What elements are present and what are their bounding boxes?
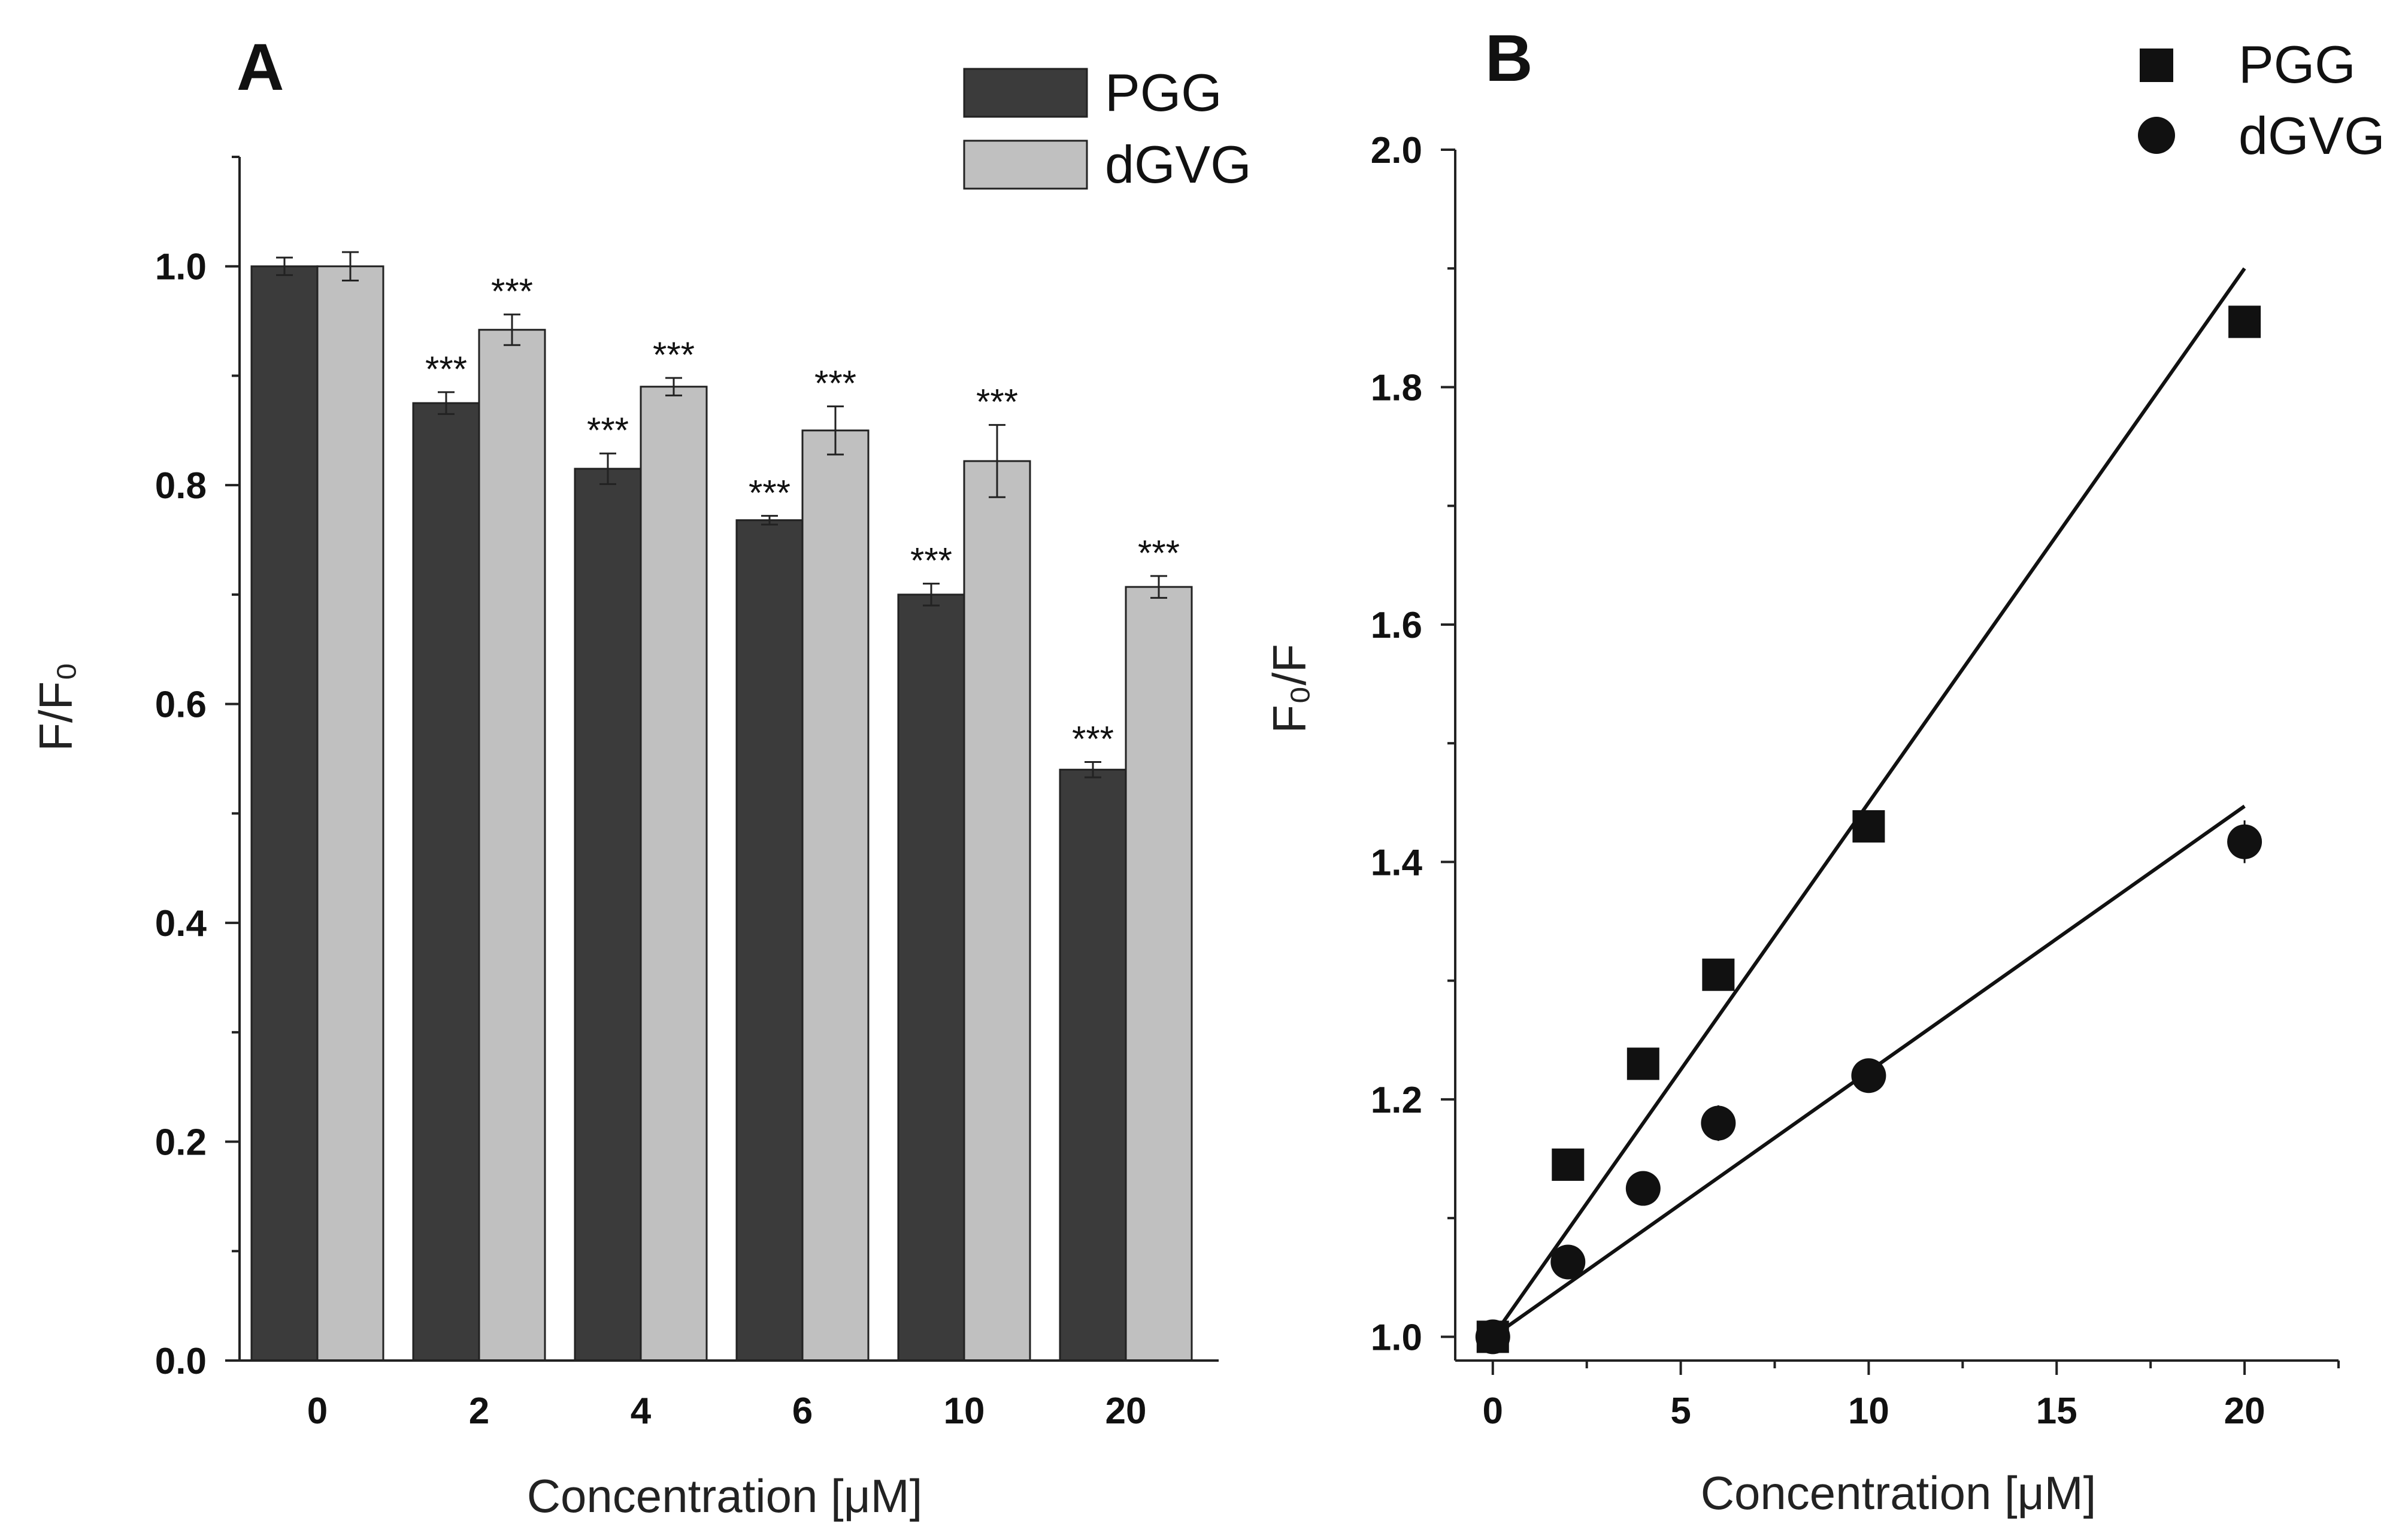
panel-a-x-tick-label: 20 (1105, 1390, 1147, 1432)
bar-dgvg-20 (1125, 586, 1193, 1362)
point-dgvg (1625, 1171, 1661, 1206)
legend-label-pgg: PGG (1105, 63, 1222, 122)
panel-b-x-axis-label: Concentration [μM] (1701, 1467, 2097, 1519)
panel-a-y-tick-label: 0.4 (155, 903, 207, 944)
panel-b-y-tick-label: 1.0 (1371, 1317, 1422, 1358)
panel-a-bars: *** *** *** *** *** *** *** *** *** *** (250, 251, 1193, 1362)
panel-a-x-tick-label: 6 (792, 1390, 813, 1432)
bar-pgg-10 (897, 593, 965, 1362)
bar-pgg-2 (412, 402, 480, 1362)
point-dgvg (1550, 1244, 1586, 1280)
panel-a-y-tick-label: 0.2 (155, 1122, 207, 1164)
legend-label-dgvg: dGVG (1105, 135, 1252, 194)
significance-label: *** (425, 349, 467, 389)
bar-dgvg-4 (640, 386, 708, 1362)
bar-dgvg-0 (316, 265, 384, 1362)
bar-pgg-20 (1059, 768, 1127, 1362)
panel-a-x-tick-label: 4 (631, 1390, 652, 1432)
panel-b: B 1.0 1.2 1.4 1.6 1.8 2.0 0 5 10 15 20 Concentrati… (1263, 22, 2385, 1519)
panel-a-x-tick-label: 2 (469, 1390, 489, 1432)
significance-label: *** (814, 363, 856, 404)
legend-marker-pgg-square (2140, 49, 2173, 82)
point-dgvg (2227, 824, 2262, 859)
panel-a-legend: PGG dGVG (963, 63, 1252, 194)
panel-b-y-tick-label: 1.6 (1371, 605, 1422, 646)
point-pgg (1702, 958, 1735, 991)
panel-a-axes: 0.0 0.2 0.4 0.6 0.8 1.0 0 2 4 6 10 20 (155, 156, 1219, 1432)
panel-a-x-tick-label: 0 (307, 1390, 328, 1432)
panel-b-x-tick-label: 5 (1670, 1390, 1691, 1432)
significance-label: *** (1138, 533, 1180, 573)
bar-dgvg-6 (801, 429, 870, 1362)
bar-dgvg-10 (963, 460, 1031, 1362)
bar-pgg-4 (574, 468, 642, 1362)
point-pgg (1552, 1148, 1585, 1181)
panel-a: A ****************************** 0.00.20… (29, 31, 1252, 1522)
panel-b-x-tick-label: 15 (2036, 1390, 2077, 1432)
panel-b-y-tick-label: 1.8 (1371, 367, 1422, 408)
bar-pgg-0 (250, 265, 319, 1362)
panel-b-y-tick-label: 1.4 (1371, 842, 1423, 883)
panel-b-label: B (1485, 22, 1532, 95)
bar-dgvg-2 (478, 329, 546, 1362)
significance-label: *** (491, 271, 533, 311)
panel-a-x-tick-label: 10 (944, 1390, 985, 1432)
panel-b-x-tick-label: 10 (1848, 1390, 1889, 1432)
significance-label: *** (976, 382, 1018, 422)
bar-pgg-6 (735, 519, 804, 1362)
panel-b-axes: 1.0 1.2 1.4 1.6 1.8 2.0 0 5 10 15 20 (1371, 130, 2340, 1432)
significance-label: *** (653, 335, 695, 375)
significance-label: *** (749, 472, 790, 513)
point-pgg (2228, 305, 2261, 338)
panel-b-plot (1475, 267, 2262, 1355)
significance-label: *** (910, 541, 952, 581)
point-dgvg (1851, 1058, 1886, 1093)
panel-b-x-tick-label: 20 (2224, 1390, 2265, 1432)
point-pgg (1852, 810, 1885, 843)
legend-swatch-pgg (963, 68, 1088, 118)
panel-b-y-tick-label: 1.2 (1371, 1080, 1422, 1121)
legend-swatch-dgvg (963, 140, 1088, 190)
significance-label: *** (1072, 719, 1114, 759)
panel-b-y-tick-label: 2.0 (1371, 130, 1422, 171)
panel-a-x-axis-label: Concentration [μM] (527, 1470, 923, 1522)
panel-a-y-tick-label: 1.0 (155, 247, 207, 288)
point-pgg (1626, 1047, 1659, 1080)
panel-b-x-tick-label: 0 (1483, 1390, 1503, 1432)
legend-label-dgvg-b: dGVG (2239, 106, 2385, 165)
panel-a-label: A (237, 31, 284, 104)
fit-line-pgg (1491, 267, 2246, 1338)
point-dgvg (1701, 1105, 1736, 1141)
panel-a-y-tick-label: 0.6 (155, 684, 207, 726)
point-dgvg (1475, 1319, 1510, 1355)
panel-b-legend: PGG dGVG (2138, 35, 2385, 165)
panel-a-y-axis-label: F/F₀ (29, 662, 82, 751)
significance-label: *** (587, 410, 629, 450)
panel-b-y-axis-label: F₀/F (1263, 644, 1316, 733)
panel-a-y-tick-label: 0.0 (155, 1341, 207, 1382)
legend-marker-dgvg-circle (2138, 117, 2175, 154)
legend-label-pgg-b: PGG (2239, 35, 2356, 94)
panel-a-y-tick-label: 0.8 (155, 465, 207, 507)
